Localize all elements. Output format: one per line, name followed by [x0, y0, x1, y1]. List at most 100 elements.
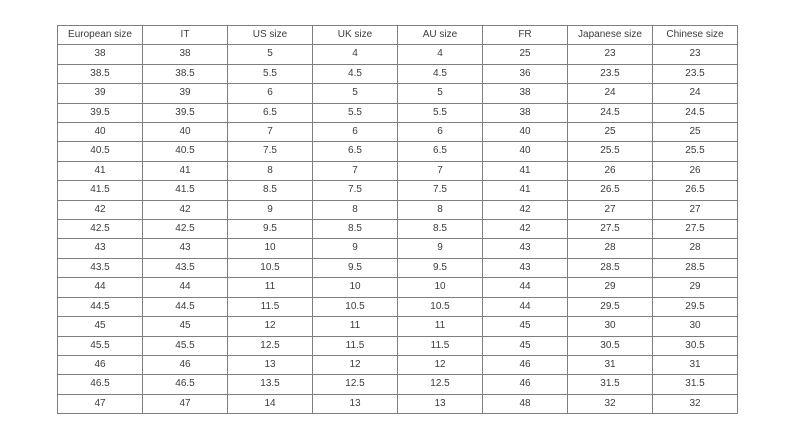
table-row: 41 41 8 7 7 41 26 26 — [57, 160, 738, 182]
table-row: 46 46 13 12 12 46 31 31 — [57, 354, 738, 376]
table-cell: 28 — [567, 238, 653, 259]
table-cell: 13 — [227, 354, 313, 376]
table-cell: 41.5 — [142, 180, 228, 201]
table-cell: 45 — [482, 335, 568, 356]
table-cell: 9.5 — [397, 257, 483, 279]
table-cell: 45 — [142, 316, 228, 337]
table-row: 40.5 40.5 7.5 6.5 6.5 40 25.5 25.5 — [57, 141, 738, 162]
table-cell: 42 — [482, 199, 568, 221]
column-header-it: IT — [142, 24, 228, 46]
table-cell: 30 — [567, 316, 653, 337]
table-cell: 10.5 — [312, 296, 398, 318]
table-cell: 44 — [57, 277, 143, 298]
table-cell: 9.5 — [312, 257, 398, 279]
table-cell: 47 — [57, 393, 143, 415]
table-cell: 12.5 — [227, 335, 313, 356]
table-cell: 45.5 — [142, 335, 228, 356]
column-header-uk-size: UK size — [312, 24, 398, 46]
table-cell: 11.5 — [227, 296, 313, 318]
table-cell: 31 — [567, 354, 653, 376]
table-cell: 25 — [482, 44, 568, 65]
table-cell: 43 — [142, 238, 228, 259]
table-cell: 42 — [142, 199, 228, 221]
column-header-japanese-size: Japanese size — [567, 24, 653, 46]
table-cell: 10 — [397, 277, 483, 298]
table-row: 44.5 44.5 11.5 10.5 10.5 44 29.5 29.5 — [57, 296, 738, 318]
table-cell: 28 — [652, 238, 738, 259]
table-cell: 5.5 — [397, 102, 483, 124]
table-cell: 14 — [227, 393, 313, 415]
table-cell: 5.5 — [227, 63, 313, 85]
table-cell: 43.5 — [57, 257, 143, 279]
table-cell: 25 — [652, 122, 738, 143]
table-cell: 43 — [482, 238, 568, 259]
table-row: 43.5 43.5 10.5 9.5 9.5 43 28.5 28.5 — [57, 257, 738, 279]
table-cell: 28.5 — [567, 257, 653, 279]
table-cell: 28.5 — [652, 257, 738, 279]
table-cell: 40 — [142, 122, 228, 143]
column-header-chinese-size: Chinese size — [652, 24, 738, 46]
table-row: 44 44 11 10 10 44 29 29 — [57, 277, 738, 298]
table-cell: 12 — [397, 354, 483, 376]
table-cell: 8.5 — [227, 180, 313, 201]
shoe-size-conversion-table: European size IT US size UK size AU size FR Ja… — [57, 24, 738, 415]
table-cell: 45.5 — [57, 335, 143, 356]
table-cell: 10.5 — [397, 296, 483, 318]
column-header-fr: FR — [482, 24, 568, 46]
table-cell: 27 — [567, 199, 653, 221]
table-cell: 23 — [567, 44, 653, 65]
table-cell: 44.5 — [142, 296, 228, 318]
table-cell: 30.5 — [567, 335, 653, 356]
table-cell: 27.5 — [652, 219, 738, 240]
table-cell: 39.5 — [57, 102, 143, 124]
table-cell: 8.5 — [312, 219, 398, 240]
table-row: 45.5 45.5 12.5 11.5 11.5 45 30.5 30.5 — [57, 335, 738, 356]
table-cell: 38 — [482, 102, 568, 124]
table-cell: 5 — [397, 83, 483, 104]
table-cell: 40 — [57, 122, 143, 143]
table-cell: 9 — [312, 238, 398, 259]
table-cell: 46.5 — [142, 374, 228, 395]
table-row: 43 43 10 9 9 43 28 28 — [57, 238, 738, 259]
table-cell: 31.5 — [567, 374, 653, 395]
table-cell: 5 — [312, 83, 398, 104]
table-row: 41.5 41.5 8.5 7.5 7.5 41 26.5 26.5 — [57, 180, 738, 201]
table-cell: 32 — [652, 393, 738, 415]
table-cell: 39 — [57, 83, 143, 104]
table-cell: 6 — [312, 122, 398, 143]
table-cell: 29.5 — [567, 296, 653, 318]
table-cell: 47 — [142, 393, 228, 415]
table-cell: 7.5 — [227, 141, 313, 162]
table-cell: 44 — [482, 296, 568, 318]
table-cell: 5.5 — [312, 102, 398, 124]
table-cell: 9 — [227, 199, 313, 221]
table-cell: 12 — [312, 354, 398, 376]
table-cell: 4.5 — [397, 63, 483, 85]
table-row: 47 47 14 13 13 48 32 32 — [57, 393, 738, 415]
table-cell: 41 — [482, 180, 568, 201]
table-cell: 46 — [142, 354, 228, 376]
table-cell: 10 — [312, 277, 398, 298]
table-cell: 42.5 — [142, 219, 228, 240]
table-cell: 25.5 — [652, 141, 738, 162]
table-cell: 42 — [57, 199, 143, 221]
table-cell: 44 — [142, 277, 228, 298]
table-cell: 8 — [227, 160, 313, 182]
table-cell: 8 — [397, 199, 483, 221]
table-row: 40 40 7 6 6 40 25 25 — [57, 122, 738, 143]
table-cell: 5 — [227, 44, 313, 65]
table-cell: 40.5 — [142, 141, 228, 162]
table-cell: 26 — [652, 160, 738, 182]
table-cell: 46.5 — [57, 374, 143, 395]
table-cell: 4 — [397, 44, 483, 65]
table-row: 38 38 5 4 4 25 23 23 — [57, 44, 738, 65]
table-cell: 38.5 — [142, 63, 228, 85]
table-cell: 46 — [482, 354, 568, 376]
table-row: 45 45 12 11 11 45 30 30 — [57, 316, 738, 337]
table-cell: 24.5 — [567, 102, 653, 124]
table-cell: 25 — [567, 122, 653, 143]
table-cell: 45 — [482, 316, 568, 337]
table-cell: 8.5 — [397, 219, 483, 240]
table-cell: 11 — [227, 277, 313, 298]
